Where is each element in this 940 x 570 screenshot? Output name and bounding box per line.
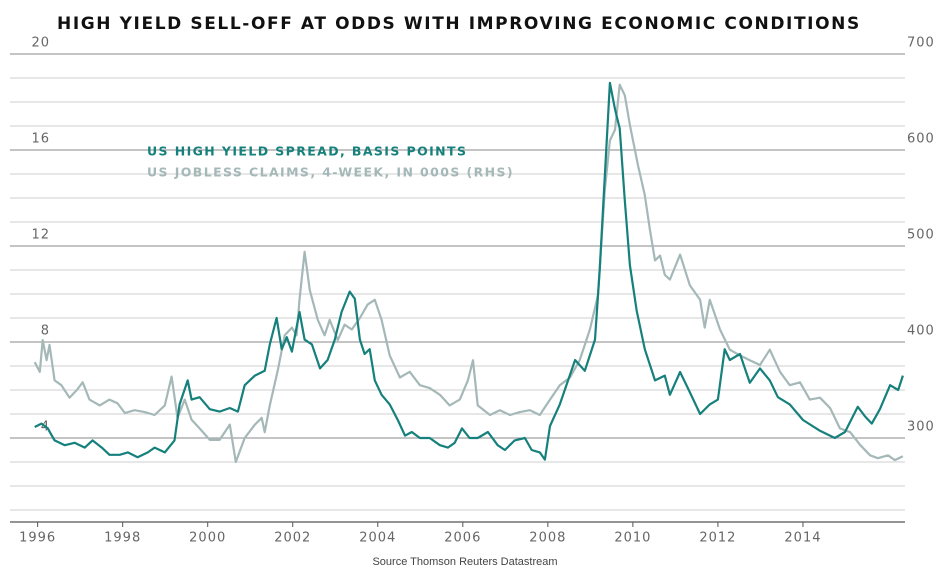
y-tick-label: 12	[31, 228, 50, 243]
x-tick-label: 2006	[444, 531, 481, 546]
x-tick-label: 2012	[699, 531, 736, 546]
y-tick-label: 16	[31, 132, 50, 147]
x-tick-label: 2000	[189, 531, 226, 546]
x-tick-label: 2010	[614, 531, 651, 546]
y2-tick-label: 500	[907, 228, 935, 243]
x-tick-label: 2014	[784, 531, 821, 546]
y-tick-label: 8	[41, 324, 50, 339]
series-line	[34, 81, 904, 461]
y-tick-label: 20	[31, 36, 50, 51]
legend-entry: US HIGH YIELD SPREAD, BASIS POINTS	[147, 144, 467, 159]
y2-tick-label: 400	[907, 324, 935, 339]
series-line	[33, 83, 904, 464]
x-tick-label: 1998	[104, 531, 141, 546]
x-tick-label: 2008	[529, 531, 566, 546]
x-tick-label: 2004	[359, 531, 396, 546]
y2-tick-label: 600	[907, 132, 935, 147]
x-tick-label: 1996	[19, 531, 56, 546]
chart-title: HIGH YIELD SELL-OFF AT ODDS WITH IMPROVI…	[57, 14, 861, 34]
x-tick-label: 2002	[274, 531, 311, 546]
y2-tick-label: 300	[907, 420, 935, 435]
legend-entry: US JOBLESS CLAIMS, 4-WEEK, IN 000S (RHS)	[147, 165, 514, 180]
source-note: Source Thomson Reuters Datastream	[372, 556, 557, 568]
y2-tick-label: 700	[907, 36, 935, 51]
